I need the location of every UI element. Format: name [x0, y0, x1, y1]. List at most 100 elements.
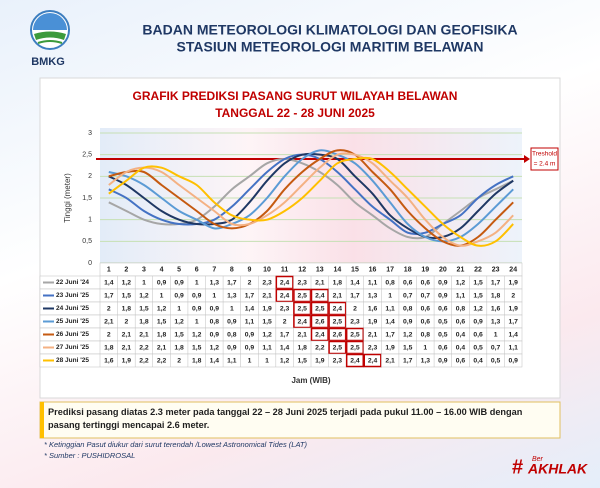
table-cell: 1,4 — [385, 318, 395, 325]
table-cell: 2,5 — [350, 331, 360, 338]
x-tick-label: 7 — [212, 266, 216, 273]
table-cell: 2,1 — [139, 331, 149, 338]
table-cell: 1,2 — [473, 305, 483, 312]
table-cell: 2,4 — [315, 331, 325, 338]
table-cell: 0,6 — [456, 357, 466, 364]
legend-label: 22 Juni '24 — [56, 279, 89, 286]
table-cell: 2,3 — [333, 357, 343, 364]
table-cell: 1,9 — [122, 357, 132, 364]
table-cell: 1,8 — [122, 305, 132, 312]
table-cell: 1 — [177, 305, 181, 312]
table-cell: 1 — [195, 318, 199, 325]
highlight-box — [345, 353, 364, 368]
series-line — [108, 156, 514, 247]
table-cell: 1,7 — [403, 357, 413, 364]
logo-text: BMKG — [31, 56, 65, 68]
note: Prediksi pasang diatas 2.3 meter pada ta… — [48, 407, 523, 430]
table-cell: 1 — [212, 292, 216, 299]
table-cell: 2,4 — [280, 292, 290, 299]
table-cell: 2,3 — [297, 279, 307, 286]
table-cell: 0,8 — [421, 331, 431, 338]
header-title: BADAN METEOROLOGI KLIMATOLOGI DAN GEOFIS… — [142, 22, 517, 38]
table-cell: 1,7 — [280, 331, 290, 338]
header-subtitle: STASIUN METEOROLOGI MARITIM BELAWAN — [177, 39, 484, 55]
threshold-label: = 2.4 m — [534, 161, 556, 168]
table-cell: 2,3 — [350, 318, 360, 325]
table-cell: 0,4 — [473, 357, 483, 364]
threshold-arrow — [524, 155, 530, 163]
threshold-label: Treshold — [532, 151, 557, 158]
table-cell: 0,5 — [438, 318, 448, 325]
table-cell: 1 — [423, 344, 427, 351]
table-cell: 1,6 — [104, 357, 114, 364]
y-tick-label: 1,5 — [82, 195, 92, 202]
table-cell: 2,2 — [139, 357, 149, 364]
table-cell: 0,8 — [227, 331, 237, 338]
table-cell: 1 — [142, 279, 146, 286]
table-cell: 0,6 — [456, 318, 466, 325]
table-cell: 1,6 — [368, 305, 378, 312]
table-cell: 1,8 — [139, 318, 149, 325]
x-tick-label: 16 — [369, 266, 377, 273]
threshold-box — [530, 147, 559, 171]
highlight-box — [345, 327, 364, 342]
table-cell: 1,2 — [210, 344, 220, 351]
table-cell: 1,3 — [227, 292, 237, 299]
table-cell: 0,9 — [210, 305, 220, 312]
table-cell: 1,1 — [456, 292, 466, 299]
table-cell: 2,2 — [139, 344, 149, 351]
table-cell: 1,7 — [227, 279, 237, 286]
table-cell: 1,5 — [473, 292, 483, 299]
table-cell: 2,6 — [315, 318, 325, 325]
table-cell: 2,4 — [297, 318, 307, 325]
table-cell: 1,9 — [385, 344, 395, 351]
table-cell: 1 — [388, 292, 392, 299]
table-cell: 0,9 — [508, 357, 518, 364]
table-cell: 0,9 — [174, 292, 184, 299]
x-tick-label: 12 — [298, 266, 306, 273]
table-cell: 1,1 — [385, 305, 395, 312]
table-cell: 0,9 — [227, 318, 237, 325]
tagline-main: AKHLAK — [527, 461, 588, 477]
table-cell: 1,8 — [192, 357, 202, 364]
table-cell: 1,8 — [491, 292, 501, 299]
table-cell: 2,1 — [122, 331, 132, 338]
series-line — [108, 153, 514, 236]
x-tick-label: 18 — [404, 266, 412, 273]
y-tick-label: 2 — [88, 173, 92, 180]
table-cell: 1,9 — [508, 279, 518, 286]
y-tick-label: 0 — [88, 260, 92, 267]
table-cell: 0,9 — [473, 318, 483, 325]
table-cell: 0,9 — [438, 292, 448, 299]
table-cell: 1,4 — [104, 279, 114, 286]
x-tick-label: 9 — [248, 266, 252, 273]
highlight-box — [310, 314, 329, 329]
table-cell: 1,2 — [262, 331, 272, 338]
table-cell: 2 — [283, 318, 287, 325]
table-cell: 2 — [511, 292, 515, 299]
table-cell: 1 — [265, 357, 269, 364]
table-cell: 0,9 — [157, 279, 167, 286]
table-cell: 1,2 — [122, 279, 132, 286]
table-cell: 2,5 — [350, 344, 360, 351]
table-cell: 0,7 — [421, 292, 431, 299]
x-tick-label: 2 — [124, 266, 128, 273]
logo — [30, 10, 70, 50]
table-cell: 2,3 — [368, 344, 378, 351]
table-cell: 1,2 — [192, 331, 202, 338]
x-tick-label: 23 — [492, 266, 500, 273]
table-cell: 2,3 — [262, 279, 272, 286]
highlight-box — [310, 327, 329, 342]
table-cell: 1,6 — [491, 305, 501, 312]
table-cell: 1 — [248, 357, 252, 364]
x-tick-label: 17 — [386, 266, 394, 273]
table-cell: 1,2 — [174, 318, 184, 325]
table-cell: 1,5 — [192, 344, 202, 351]
table-cell: 0,6 — [421, 305, 431, 312]
table-cell: 2,5 — [297, 305, 307, 312]
note-box — [39, 401, 561, 439]
table-cell: 2,1 — [262, 292, 272, 299]
highlight-box — [275, 275, 294, 290]
table-cell: 0,9 — [210, 331, 220, 338]
